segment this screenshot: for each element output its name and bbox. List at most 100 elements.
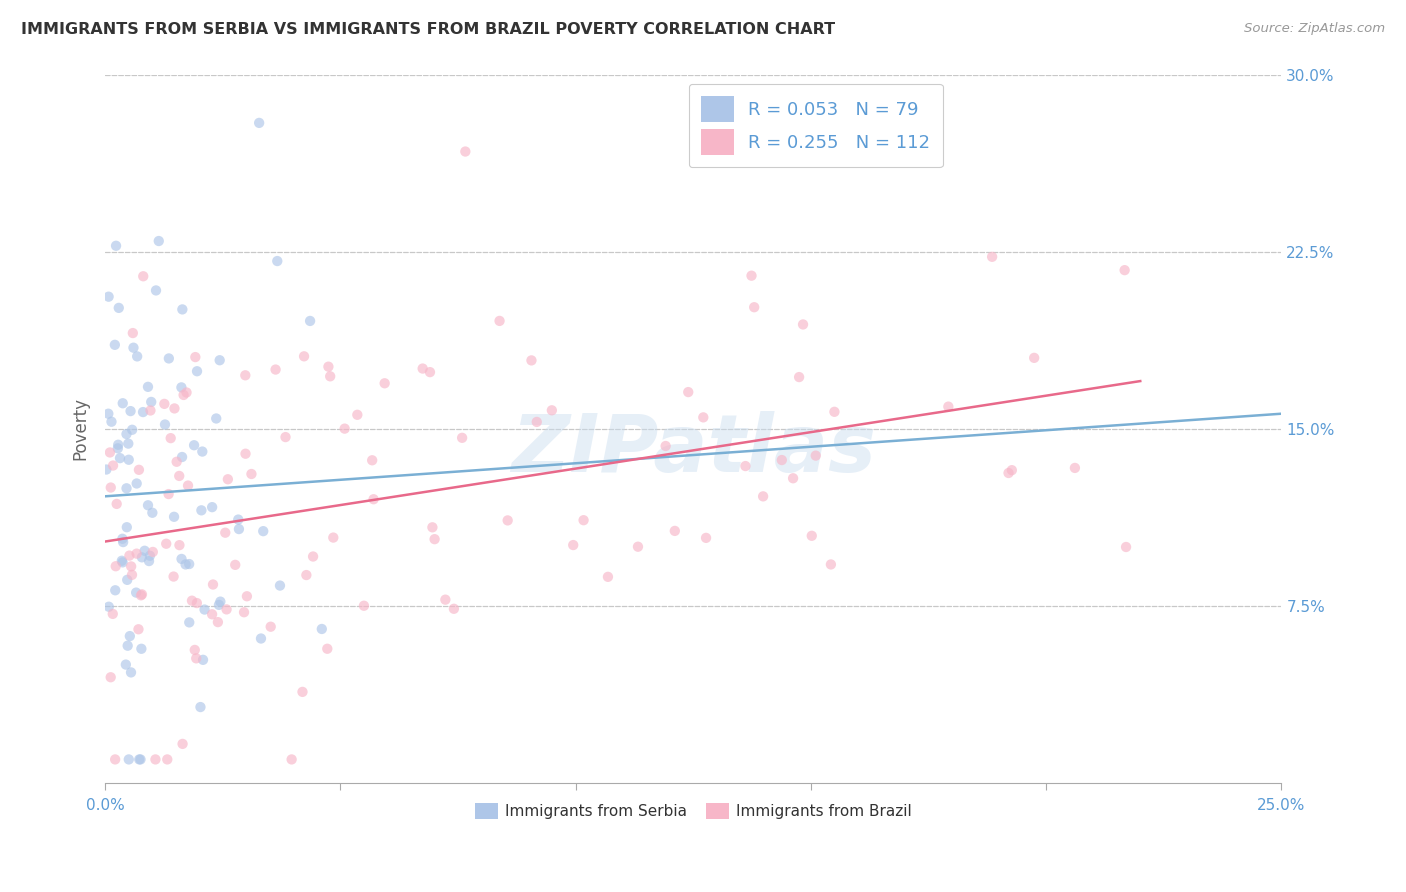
Point	[269, 578, 291, 592]
Point	[98, 445, 121, 459]
Point	[1001, 463, 1024, 477]
Point	[104, 559, 127, 574]
Point	[117, 436, 139, 450]
Point	[678, 385, 700, 400]
Point	[228, 522, 250, 536]
Point	[804, 449, 827, 463]
Point	[562, 538, 585, 552]
Point	[104, 583, 127, 598]
Point	[105, 239, 128, 253]
Point	[177, 478, 200, 492]
Point	[131, 550, 153, 565]
Point	[120, 559, 142, 574]
Point	[163, 509, 186, 524]
Point	[179, 615, 201, 630]
Point	[172, 737, 194, 751]
Point	[741, 268, 763, 283]
Point	[770, 453, 793, 467]
Point	[153, 417, 176, 432]
Point	[496, 513, 519, 527]
Point	[1064, 461, 1087, 475]
Point	[250, 632, 273, 646]
Point	[209, 594, 232, 608]
Point	[266, 254, 288, 268]
Point	[252, 524, 274, 538]
Point	[138, 554, 160, 568]
Point	[118, 629, 141, 643]
Legend: Immigrants from Serbia, Immigrants from Brazil: Immigrants from Serbia, Immigrants from …	[468, 797, 918, 825]
Point	[792, 318, 814, 332]
Point	[173, 388, 195, 402]
Point	[121, 326, 143, 340]
Point	[193, 602, 215, 616]
Point	[184, 350, 207, 364]
Point	[132, 269, 155, 284]
Point	[117, 639, 139, 653]
Point	[208, 353, 231, 368]
Point	[141, 395, 163, 409]
Point	[752, 489, 775, 503]
Point	[104, 338, 127, 352]
Point	[520, 353, 543, 368]
Point	[118, 549, 141, 563]
Text: Source: ZipAtlas.com: Source: ZipAtlas.com	[1244, 22, 1385, 36]
Point	[1115, 540, 1137, 554]
Point	[156, 752, 179, 766]
Point	[207, 615, 229, 629]
Point	[215, 602, 238, 616]
Point	[692, 410, 714, 425]
Point	[292, 349, 315, 363]
Point	[115, 481, 138, 495]
Point	[136, 380, 159, 394]
Point	[118, 752, 141, 766]
Point	[162, 569, 184, 583]
Point	[101, 458, 124, 473]
Point	[132, 405, 155, 419]
Point	[145, 752, 167, 766]
Point	[127, 350, 149, 364]
Point	[125, 585, 148, 599]
Point	[96, 462, 118, 476]
Point	[170, 380, 193, 394]
Point	[104, 752, 127, 766]
Point	[155, 537, 177, 551]
Point	[176, 385, 198, 400]
Point	[346, 408, 368, 422]
Point	[412, 361, 434, 376]
Point	[800, 529, 823, 543]
Point	[108, 451, 131, 466]
Point	[224, 558, 246, 572]
Point	[186, 364, 208, 378]
Point	[131, 587, 153, 601]
Point	[125, 547, 148, 561]
Point	[596, 570, 619, 584]
Y-axis label: Poverty: Poverty	[72, 397, 89, 460]
Point	[1024, 351, 1046, 365]
Point	[734, 458, 756, 473]
Point	[118, 452, 141, 467]
Point	[115, 657, 138, 672]
Point	[128, 752, 150, 766]
Point	[159, 431, 181, 445]
Point	[1114, 263, 1136, 277]
Point	[274, 430, 297, 444]
Point	[107, 301, 129, 315]
Point	[322, 531, 344, 545]
Point	[97, 290, 120, 304]
Point	[170, 552, 193, 566]
Point	[111, 532, 134, 546]
Point	[664, 524, 686, 538]
Point	[125, 476, 148, 491]
Point	[139, 549, 162, 563]
Point	[201, 500, 224, 515]
Point	[148, 234, 170, 248]
Point	[654, 439, 676, 453]
Point	[101, 607, 124, 621]
Point	[115, 427, 138, 442]
Point	[422, 520, 444, 534]
Point	[782, 471, 804, 485]
Point	[100, 415, 122, 429]
Point	[240, 467, 263, 481]
Point	[264, 362, 287, 376]
Point	[627, 540, 650, 554]
